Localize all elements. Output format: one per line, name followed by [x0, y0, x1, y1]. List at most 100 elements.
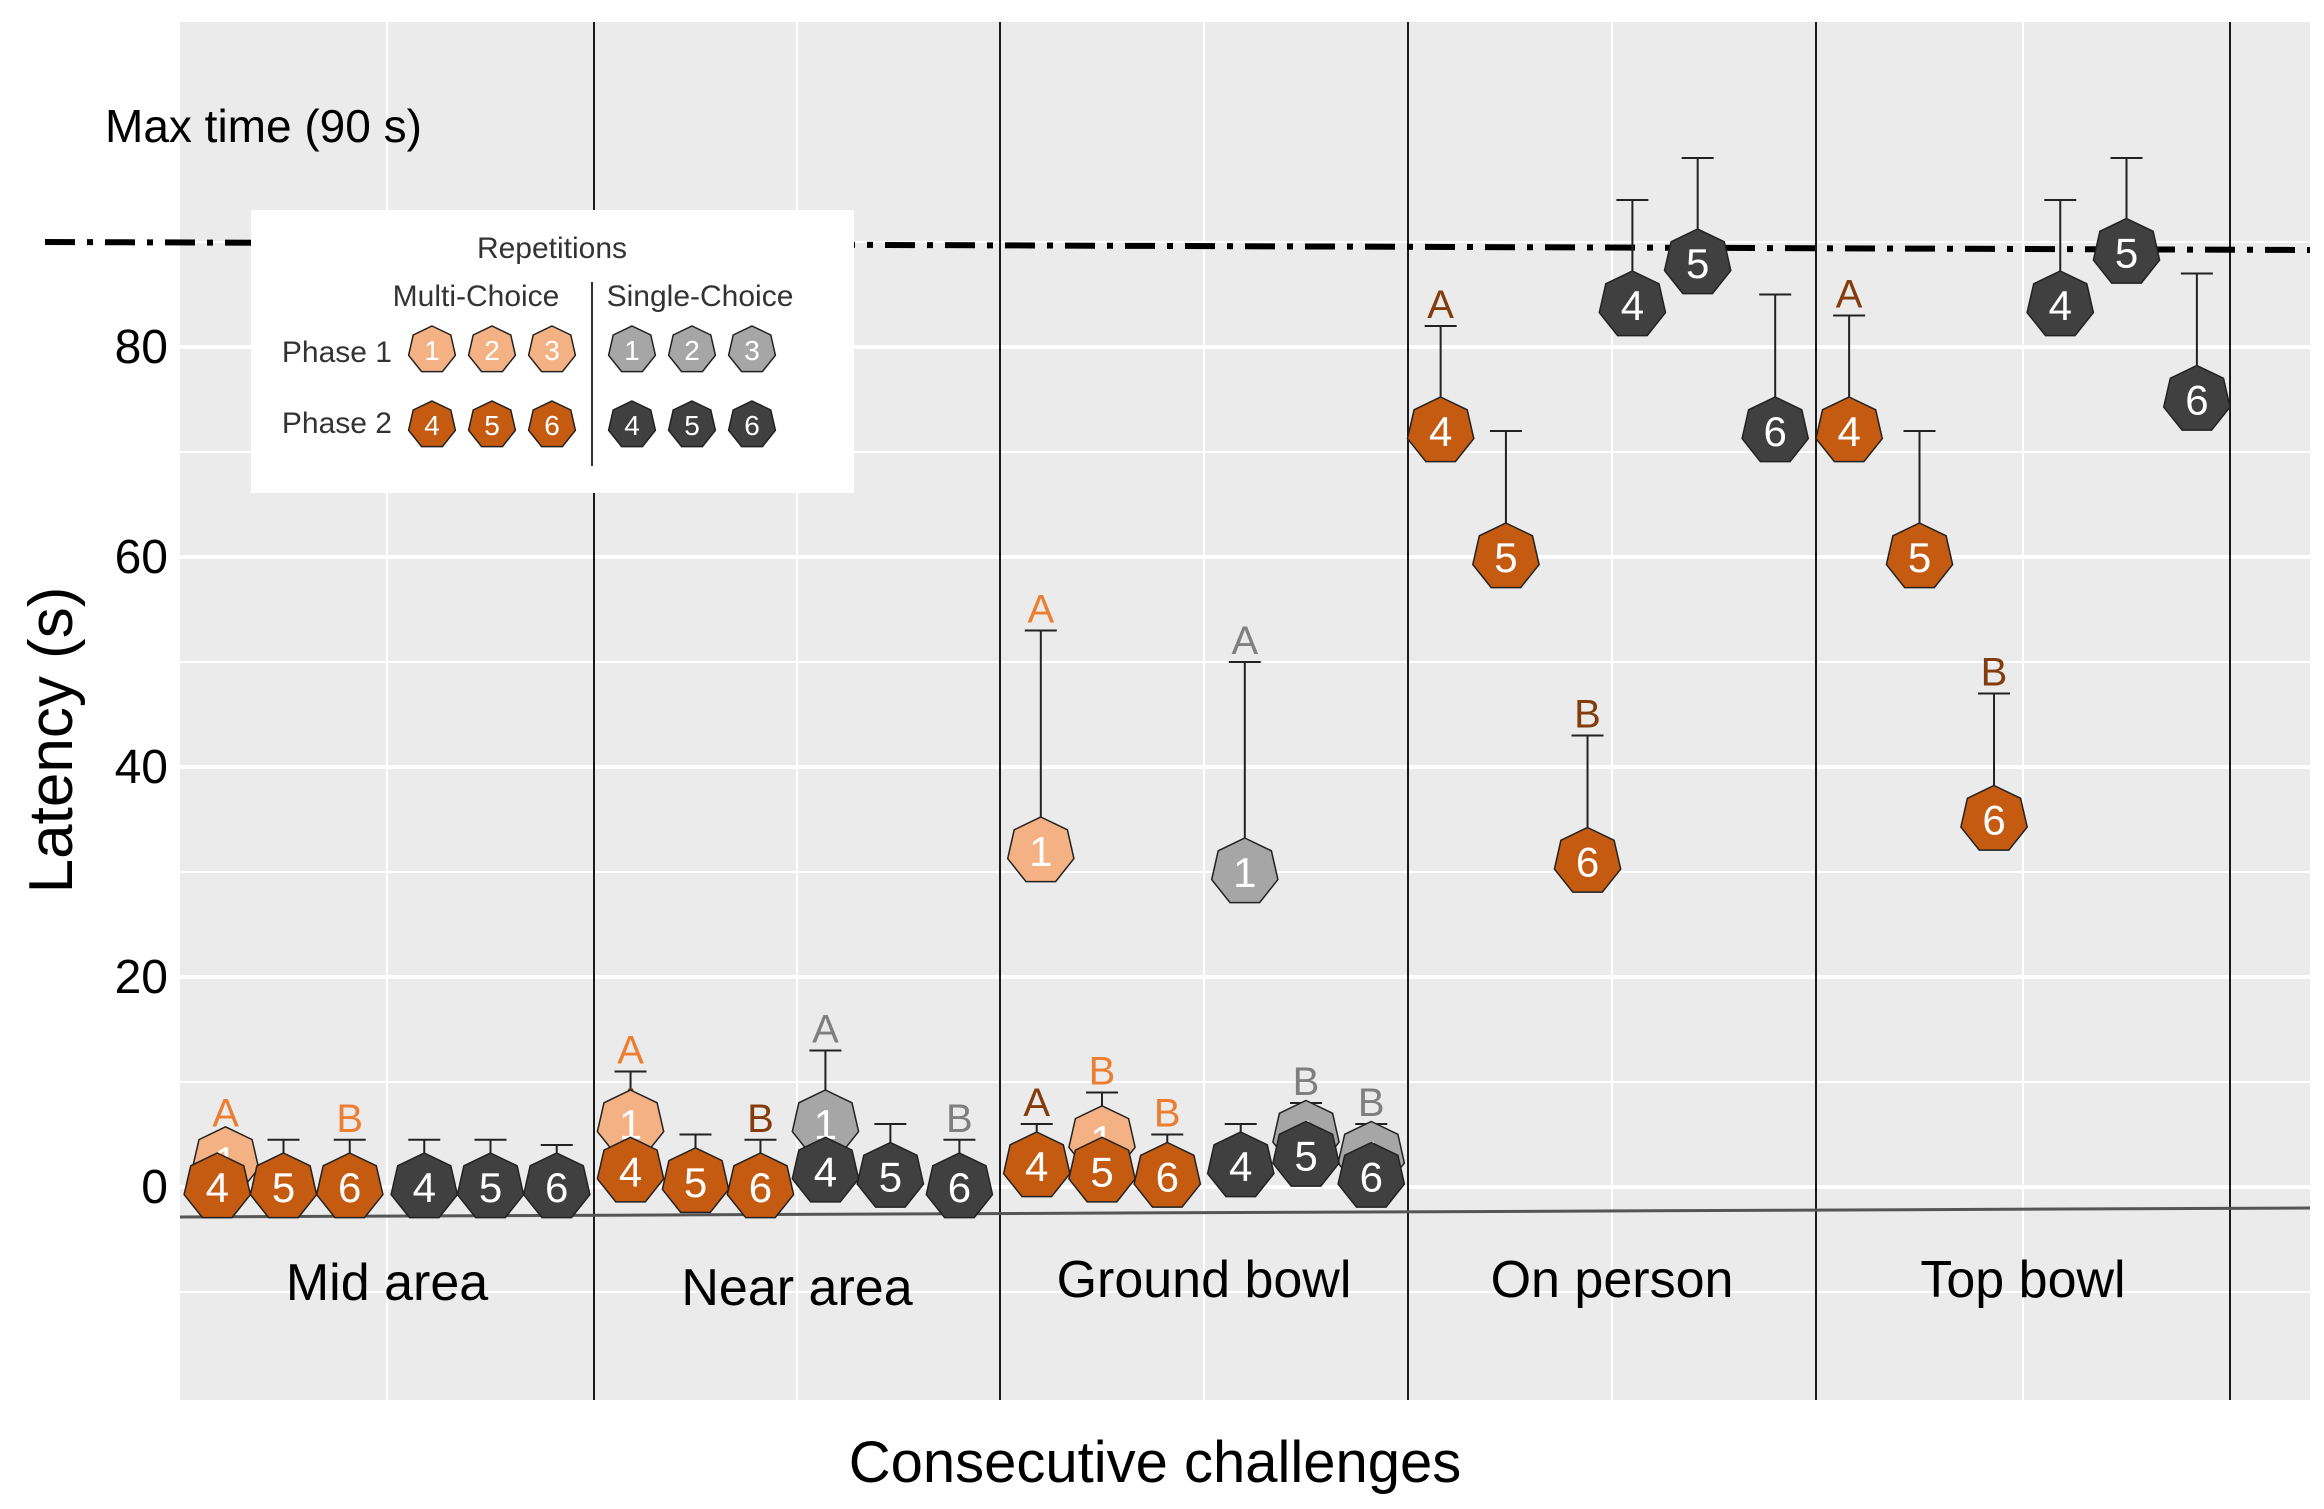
- marker-label: 4: [1429, 408, 1452, 455]
- heptagon-shape: [925, 1152, 994, 1219]
- heptagon-shape: [1206, 1131, 1275, 1198]
- marker-label: 5: [479, 1164, 502, 1211]
- heptagon-shape: [390, 1152, 459, 1219]
- legend-single-choice-label: Single-Choice: [607, 280, 794, 313]
- category-label: Near area: [681, 1259, 912, 1317]
- data-point-single_phase2: 6: [1337, 1141, 1406, 1208]
- heptagon-shape: [249, 1152, 318, 1219]
- marker-label: 6: [1764, 408, 1787, 455]
- marker-label: 5: [484, 410, 500, 441]
- marker-label: 6: [1156, 1154, 1179, 1201]
- legend-title: Repetitions: [477, 232, 627, 265]
- marker-label: 5: [1494, 534, 1517, 581]
- heptagon-shape: [791, 1136, 860, 1203]
- significance-letter: B: [1089, 1050, 1116, 1094]
- heptagon-shape: [727, 325, 777, 373]
- legend-markers: 1 2 3 1 2 3 4 5 6 4 5 6: [407, 325, 777, 448]
- heptagon-shape: [1337, 1141, 1406, 1208]
- marker-label: 5: [879, 1154, 902, 1201]
- significance-letter: B: [1154, 1092, 1181, 1136]
- data-point-multi_phase2: 4: [1002, 1131, 1071, 1198]
- significance-letter: B: [1358, 1081, 1385, 1125]
- marker-label: 6: [1982, 797, 2005, 844]
- marker-label: 5: [1908, 534, 1931, 581]
- heptagon-shape: [2026, 270, 2095, 337]
- heptagon-shape: [522, 1152, 591, 1219]
- marker-label: 3: [544, 335, 560, 366]
- marker-label: 4: [424, 410, 440, 441]
- data-point-single_phase1: 1: [1210, 837, 1279, 904]
- significance-letter: B: [1981, 651, 2008, 695]
- legend-marker-multi-phase1: 3: [527, 325, 577, 373]
- heptagon-shape: [596, 1136, 665, 1203]
- data-point-single_phase2: 4: [2026, 270, 2095, 337]
- heptagon-shape: [607, 325, 657, 373]
- heptagon-shape: [1960, 784, 2029, 851]
- data-point-multi_phase2: 4: [1406, 396, 1475, 463]
- y-tick-label: 20: [115, 951, 168, 1004]
- data-point-multi_phase2: 4: [183, 1152, 252, 1219]
- data-point-multi_phase2: 4: [1815, 396, 1884, 463]
- significance-letter: A: [812, 1008, 839, 1052]
- data-point-multi_phase2: 4: [596, 1136, 665, 1203]
- heptagon-shape: [1406, 396, 1475, 463]
- data-point-single_phase2: 4: [791, 1136, 860, 1203]
- heptagon-shape: [1553, 826, 1622, 893]
- y-tick-label: 60: [115, 531, 168, 584]
- marker-label: 1: [1233, 849, 1256, 896]
- data-point-single_phase2: 5: [1272, 1120, 1340, 1187]
- heptagon-shape: [315, 1152, 384, 1219]
- x-axis-label: Consecutive challenges: [849, 1430, 1462, 1495]
- heptagon-shape: [667, 325, 717, 373]
- data-point-multi_phase2: 6: [1553, 826, 1622, 893]
- heptagon-shape: [527, 325, 577, 373]
- category-label: Ground bowl: [1057, 1251, 1352, 1309]
- y-tick-labels: 0 20 40 60 80: [115, 321, 168, 1214]
- significance-letter: B: [1574, 693, 1601, 737]
- marker-label: 6: [338, 1164, 361, 1211]
- heptagon-shape: [726, 1152, 795, 1219]
- data-point-single_phase2: 5: [856, 1141, 925, 1208]
- marker-label: 5: [684, 1159, 707, 1206]
- legend-multi-choice-label: Multi-Choice: [393, 280, 560, 313]
- data-point-multi_phase2: 6: [1133, 1141, 1202, 1208]
- baseline: [179, 1206, 2311, 1219]
- marker-label: 3: [744, 335, 760, 366]
- legend-marker-single-phase1: 2: [667, 325, 717, 373]
- marker-label: 4: [206, 1164, 229, 1211]
- significance-letter: A: [1023, 1081, 1050, 1125]
- heptagon-shape: [1006, 816, 1075, 883]
- heptagon-shape: [1272, 1120, 1340, 1187]
- data-point-single_phase2: 4: [390, 1152, 459, 1219]
- legend-marker-single-phase2: 5: [667, 400, 717, 448]
- data-point-single_phase2: 6: [925, 1152, 994, 1219]
- marker-label: 6: [1360, 1154, 1383, 1201]
- marker-label: 4: [624, 410, 640, 441]
- heptagon-shape: [527, 400, 577, 448]
- marker-label: 4: [814, 1148, 837, 1195]
- category-label: On person: [1491, 1251, 1734, 1309]
- marker-label: 4: [1025, 1143, 1048, 1190]
- significance-letter: A: [1836, 273, 1863, 317]
- marker-label: 6: [1576, 839, 1599, 886]
- marker-label: 1: [624, 335, 640, 366]
- data-points: ABAABABAABBABBABAB1111111145645645645645…: [183, 157, 2231, 1219]
- legend-marker-multi-phase2: 4: [407, 400, 457, 448]
- heptagon-shape: [1068, 1136, 1136, 1203]
- category-label: Mid area: [286, 1254, 488, 1312]
- heptagon-shape: [1133, 1141, 1202, 1208]
- y-tick-label: 40: [115, 741, 168, 794]
- marker-label: 1: [1029, 828, 1052, 875]
- significance-letter: B: [1293, 1060, 1320, 1104]
- legend-phase1-label: Phase 1: [282, 336, 392, 369]
- heptagon-shape: [727, 400, 777, 448]
- legend-marker-single-phase1: 1: [607, 325, 657, 373]
- data-point-single_phase2: 6: [522, 1152, 591, 1219]
- data-point-single_phase2: 5: [456, 1152, 525, 1219]
- legend-marker-multi-phase1: 2: [467, 325, 517, 373]
- heptagon-shape: [607, 400, 657, 448]
- marker-label: 4: [413, 1164, 436, 1211]
- marker-label: 5: [2115, 230, 2138, 277]
- marker-label: 6: [749, 1164, 772, 1211]
